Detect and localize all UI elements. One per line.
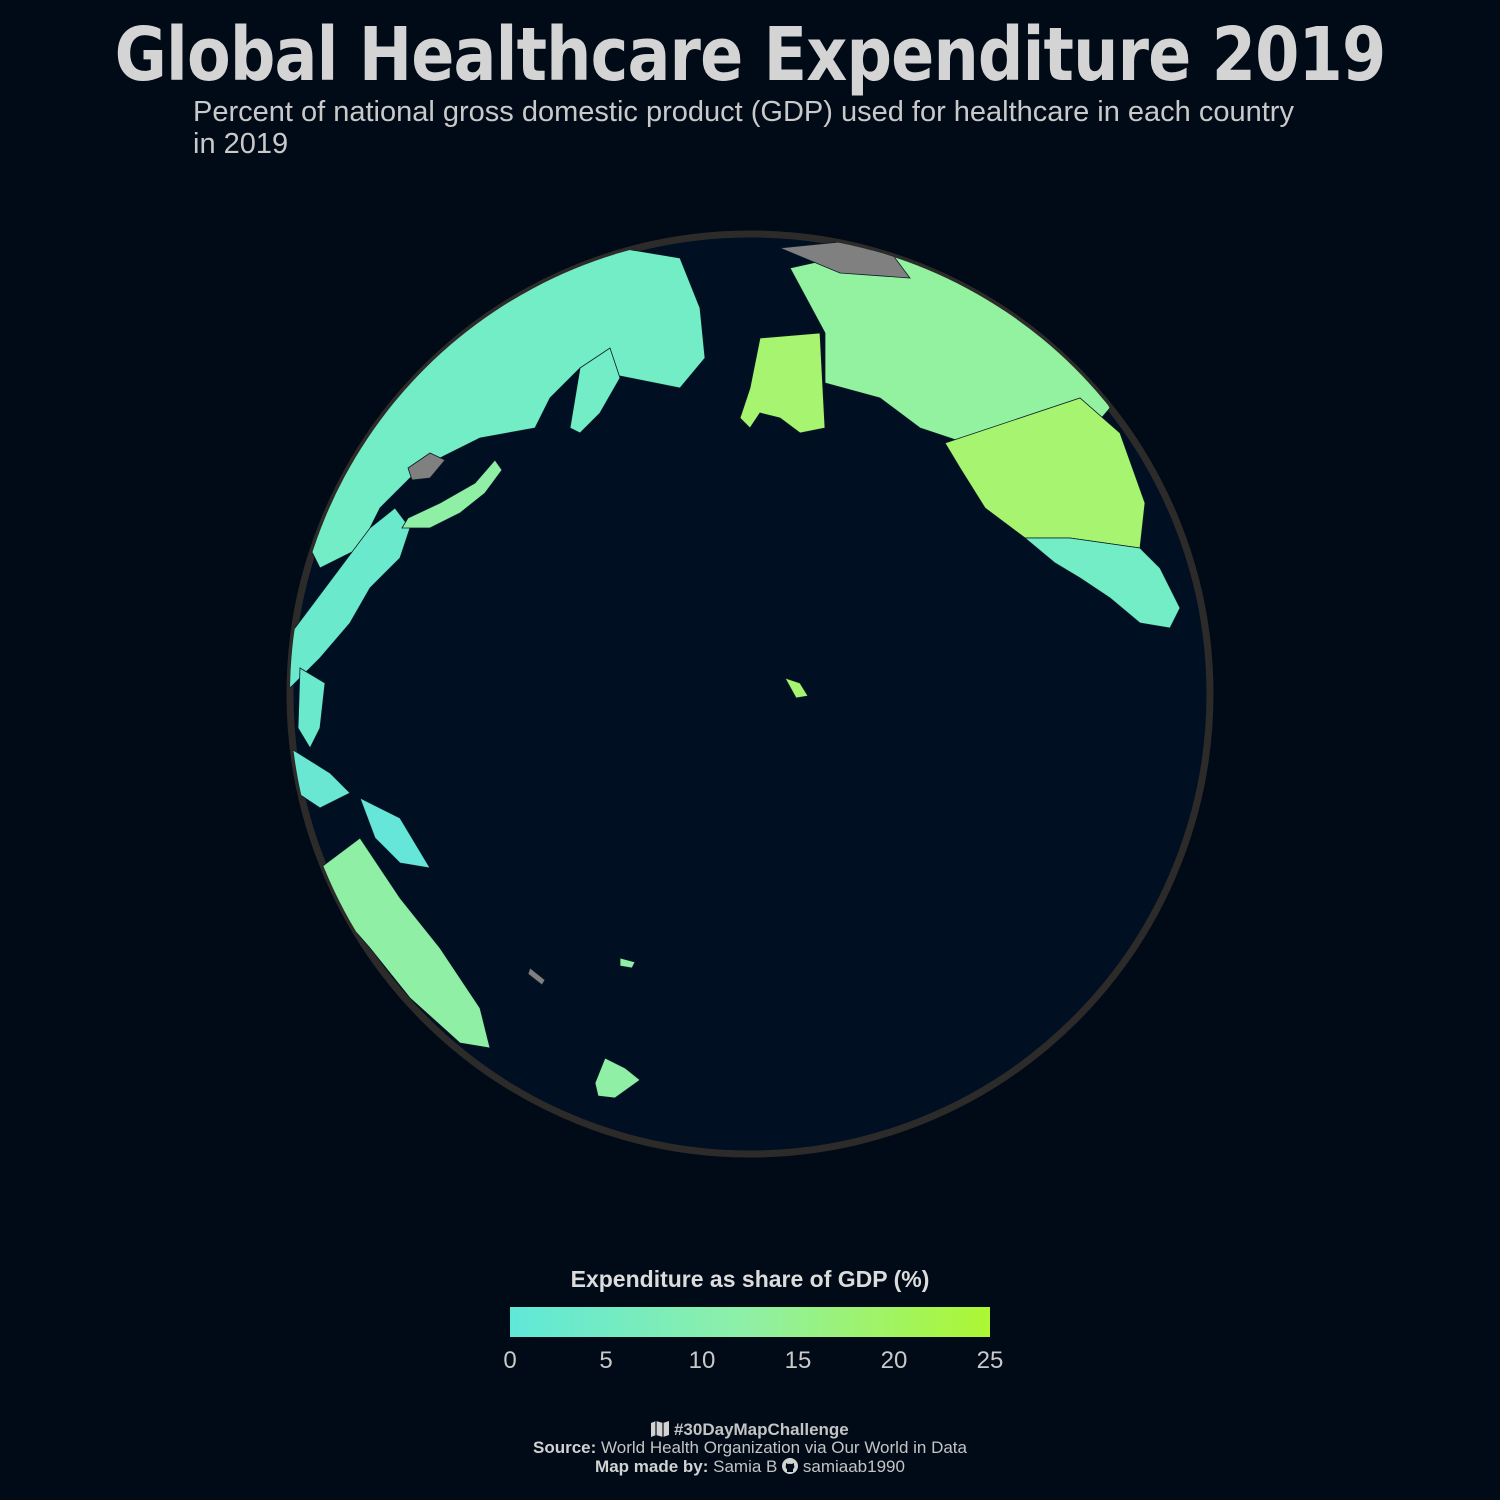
region-new-zealand [594,1057,641,1099]
map-icon [651,1421,670,1437]
caption-hashtag: #30DayMapChallenge [0,1421,1500,1439]
region-japan [401,459,503,529]
author-name: Samia B [713,1457,778,1476]
region-hawaii [784,677,809,699]
author-handle: samiaab1990 [802,1457,905,1476]
source-text: World Health Organization via Our World … [601,1438,967,1457]
map-subtitle: Percent of national gross domestic produ… [193,96,1294,160]
github-icon [782,1458,799,1474]
source-label: Source: [532,1438,597,1457]
hashtag-text: #30DayMapChallenge [673,1420,849,1439]
legend-color-bar [510,1307,990,1337]
legend-tick-label: 25 [976,1347,1004,1374]
legend-tick-label: 10 [688,1347,716,1374]
map-title: Global Healthcare Expenditure 2019 [114,12,1387,98]
legend-tick-label: 5 [599,1347,613,1374]
legend-title: Expenditure as share of GDP (%) [570,1266,930,1292]
region-kamchatka [569,347,621,434]
region-alaska [739,332,826,434]
region-philippines [297,667,326,749]
legend-tick-label: 15 [784,1347,812,1374]
region-indonesia [290,747,351,809]
region-fiji [619,957,636,969]
region-mexico [1023,537,1181,629]
legend-tick-label: 0 [503,1347,517,1374]
region-china [290,507,411,689]
caption-author: Map made by: Samia B samiaab1990 [0,1458,1500,1476]
caption-source: Source: World Health Organization via Ou… [0,1439,1500,1457]
region-north-korea [407,452,446,481]
legend-tick-label: 20 [880,1347,908,1374]
region-new-caledonia [527,967,546,986]
region-australia [319,837,491,1049]
globe [280,228,1220,1168]
region-png [359,797,431,869]
author-label: Map made by: [595,1457,709,1476]
